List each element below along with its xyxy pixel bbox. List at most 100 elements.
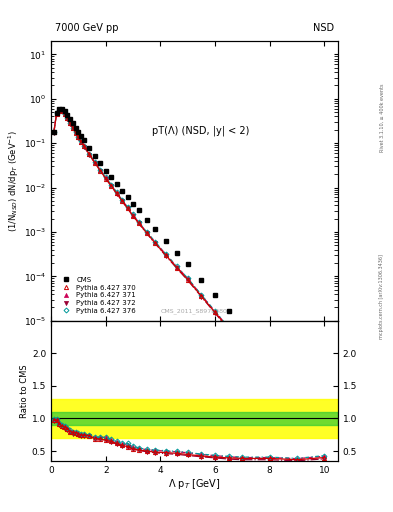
CMS	[51, 129, 56, 135]
Pythia 6.427 371	[213, 308, 217, 314]
Text: Rivet 3.1.10, ≥ 400k events: Rivet 3.1.10, ≥ 400k events	[380, 83, 384, 152]
CMS	[65, 112, 70, 118]
Pythia 6.427 370	[92, 160, 97, 166]
Pythia 6.427 376	[68, 120, 73, 126]
Pythia 6.427 372	[92, 160, 97, 166]
CMS	[240, 324, 245, 330]
Pythia 6.427 372	[199, 293, 204, 300]
Line: Pythia 6.427 372: Pythia 6.427 372	[52, 109, 327, 444]
Pythia 6.427 376	[114, 189, 119, 196]
Pythia 6.427 371	[322, 437, 327, 443]
Pythia 6.427 370	[226, 326, 231, 332]
Pythia 6.427 372	[185, 277, 190, 283]
Pythia 6.427 376	[76, 134, 81, 140]
Pythia 6.427 376	[295, 404, 299, 410]
Pythia 6.427 372	[136, 220, 141, 226]
Pythia 6.427 376	[199, 292, 204, 298]
CMS	[152, 226, 157, 232]
Pythia 6.427 376	[109, 182, 114, 188]
Pythia 6.427 372	[213, 310, 217, 316]
Pythia 6.427 371	[185, 275, 190, 282]
Pythia 6.427 371	[136, 219, 141, 225]
Pythia 6.427 376	[240, 340, 245, 347]
CMS	[136, 207, 141, 214]
Pythia 6.427 371	[68, 120, 73, 126]
Pythia 6.427 370	[73, 130, 78, 136]
Pythia 6.427 371	[71, 125, 75, 131]
CMS	[81, 137, 86, 143]
CMS	[79, 133, 83, 139]
Pythia 6.427 370	[120, 198, 125, 204]
Pythia 6.427 372	[131, 213, 136, 219]
Pythia 6.427 371	[73, 130, 78, 136]
Pythia 6.427 371	[51, 129, 56, 135]
Pythia 6.427 371	[76, 134, 81, 140]
Pythia 6.427 370	[57, 107, 62, 113]
Pythia 6.427 371	[174, 264, 179, 270]
Pythia 6.427 370	[109, 183, 114, 189]
Pythia 6.427 370	[62, 111, 67, 117]
Pythia 6.427 371	[144, 229, 149, 236]
Pythia 6.427 376	[60, 108, 64, 114]
Pythia 6.427 371	[152, 239, 157, 245]
Pythia 6.427 370	[152, 240, 157, 246]
Pythia 6.427 372	[98, 167, 103, 174]
Pythia 6.427 376	[144, 229, 149, 235]
Pythia 6.427 376	[51, 129, 56, 135]
Pythia 6.427 376	[98, 167, 103, 173]
Pythia 6.427 372	[295, 406, 299, 412]
Pythia 6.427 376	[152, 239, 157, 245]
Pythia 6.427 371	[54, 111, 59, 117]
CMS	[213, 292, 217, 298]
CMS	[114, 181, 119, 187]
Text: pT(Λ) (NSD, |y| < 2): pT(Λ) (NSD, |y| < 2)	[152, 125, 249, 136]
Text: 7000 GeV pp: 7000 GeV pp	[55, 23, 119, 33]
CMS	[103, 167, 108, 174]
Pythia 6.427 372	[71, 125, 75, 132]
Pythia 6.427 370	[131, 213, 136, 219]
CMS	[57, 105, 62, 112]
CMS	[267, 354, 272, 360]
Pythia 6.427 376	[226, 325, 231, 331]
Pythia 6.427 376	[103, 174, 108, 180]
Pythia 6.427 376	[125, 204, 130, 210]
Pythia 6.427 372	[68, 121, 73, 127]
X-axis label: Λ p$_T$ [GeV]: Λ p$_T$ [GeV]	[168, 477, 221, 492]
Pythia 6.427 371	[81, 143, 86, 149]
Pythia 6.427 372	[73, 130, 78, 136]
Pythia 6.427 376	[131, 211, 136, 218]
Pythia 6.427 372	[62, 112, 67, 118]
Pythia 6.427 371	[103, 174, 108, 180]
Pythia 6.427 370	[79, 139, 83, 145]
Pythia 6.427 372	[79, 139, 83, 145]
CMS	[295, 386, 299, 392]
Pythia 6.427 376	[174, 263, 179, 269]
Pythia 6.427 372	[54, 111, 59, 117]
Pythia 6.427 371	[163, 251, 168, 258]
Text: CMS_2011_S8978280: CMS_2011_S8978280	[161, 308, 228, 314]
Pythia 6.427 372	[114, 190, 119, 197]
Pythia 6.427 376	[62, 111, 67, 117]
CMS	[68, 116, 73, 122]
Pythia 6.427 370	[76, 134, 81, 140]
CMS	[62, 109, 67, 115]
Pythia 6.427 370	[125, 205, 130, 211]
Pythia 6.427 372	[240, 343, 245, 349]
Line: CMS: CMS	[51, 106, 327, 425]
CMS	[322, 420, 327, 426]
Pythia 6.427 370	[68, 120, 73, 126]
Y-axis label: (1/N$_{NSD}$) dN/dp$_T$ (GeV$^{-1}$): (1/N$_{NSD}$) dN/dp$_T$ (GeV$^{-1}$)	[7, 130, 21, 232]
Pythia 6.427 376	[213, 308, 217, 314]
CMS	[174, 250, 179, 256]
Pythia 6.427 372	[60, 109, 64, 115]
Pythia 6.427 376	[57, 107, 62, 113]
CMS	[98, 160, 103, 166]
Y-axis label: Ratio to CMS: Ratio to CMS	[20, 364, 29, 418]
Pythia 6.427 370	[114, 190, 119, 197]
Pythia 6.427 376	[92, 159, 97, 165]
CMS	[125, 195, 130, 201]
Pythia 6.427 372	[144, 230, 149, 237]
Text: mcplots.cern.ch [arXiv:1306.3436]: mcplots.cern.ch [arXiv:1306.3436]	[380, 254, 384, 339]
Pythia 6.427 372	[125, 205, 130, 211]
CMS	[185, 261, 190, 267]
